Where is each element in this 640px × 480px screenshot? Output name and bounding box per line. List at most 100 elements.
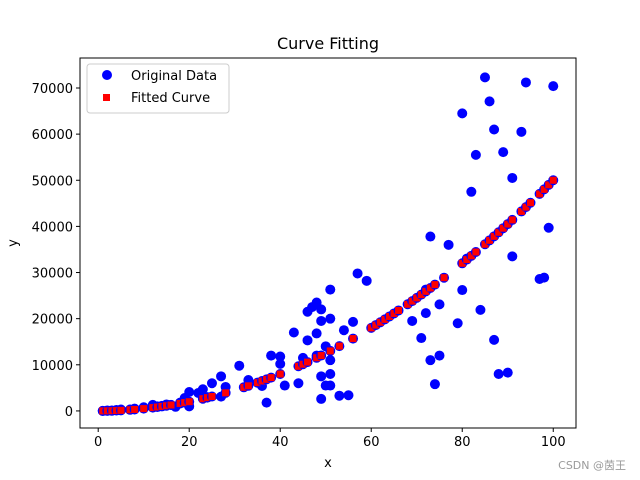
original-data-point (184, 387, 195, 398)
original-data-point (316, 393, 327, 404)
original-data-point (334, 390, 345, 401)
fitted-curve-point (385, 312, 393, 320)
original-data-point (316, 371, 327, 382)
original-data-point (316, 304, 327, 315)
fitted-curve-point (367, 324, 375, 332)
fitted-curve-point (304, 358, 312, 366)
original-data-point (493, 369, 504, 380)
original-data-point (425, 231, 436, 242)
y-tick-label: 30000 (32, 267, 73, 282)
fitted-curve-point (499, 224, 507, 232)
original-data-point (279, 380, 290, 391)
fitted-curve-point (326, 347, 334, 355)
fitted-curve-point (335, 342, 343, 350)
fitted-curve-point (495, 228, 503, 236)
original-data-point (457, 108, 468, 119)
fitted-curve-point (463, 256, 471, 264)
fitted-curve-point (372, 321, 380, 329)
plot-frame (79, 57, 577, 429)
fitted-curve-point (395, 306, 403, 314)
fitted-curve-point (404, 300, 412, 308)
original-data-point (548, 81, 559, 92)
original-data-point (475, 304, 486, 315)
original-data-point (498, 147, 509, 158)
original-data-point (275, 358, 286, 369)
x-tick-label: 80 (454, 435, 471, 450)
original-data-point (343, 390, 354, 401)
original-data-point (539, 272, 550, 283)
fitted-curve-point (381, 315, 389, 323)
original-data-point (266, 350, 277, 361)
fitted-curve-point (426, 284, 434, 292)
x-axis-label: x (324, 456, 332, 471)
fitted-curve-point (490, 232, 498, 240)
original-data-point (516, 126, 527, 137)
legend[interactable]: Original Data Fitted Curve (86, 63, 230, 114)
y-tick-label: 10000 (32, 359, 73, 374)
original-data-point (325, 355, 336, 366)
fitted-curve-point (440, 274, 448, 282)
original-data-point (484, 96, 495, 107)
original-data-point (407, 315, 418, 326)
fitted-curve-point (536, 190, 544, 198)
x-tick-label: 0 (94, 435, 102, 450)
fitted-curve-point (467, 252, 475, 260)
x-tick-label: 100 (541, 435, 566, 450)
original-data-point (302, 335, 313, 346)
fitted-curve-point (517, 207, 525, 215)
x-axis: 0 20 40 60 80 100 (94, 428, 566, 450)
original-data-point (206, 378, 217, 389)
original-data-point (507, 172, 518, 183)
y-tick-label: 20000 (32, 313, 73, 328)
y-tick-label: 70000 (32, 82, 73, 97)
original-data-point (293, 378, 304, 389)
original-data-point (489, 334, 500, 345)
original-data-point (520, 77, 531, 88)
fitted-curve-point (458, 259, 466, 267)
original-data-point (434, 299, 445, 310)
original-data-point (348, 316, 359, 327)
fitted-curve-point (208, 393, 216, 401)
fitted-curve-point (545, 181, 553, 189)
original-data-point (316, 315, 327, 326)
plot-area (79, 57, 577, 429)
fitted-curve-point (349, 335, 357, 343)
fitted-curve-point (390, 309, 398, 317)
y-tick-label: 40000 (32, 220, 73, 235)
original-data-point (507, 251, 518, 262)
x-tick-label: 40 (272, 435, 289, 450)
y-axis-label: y (6, 239, 21, 247)
fitted-curve-point (267, 374, 275, 382)
x-tick-label: 20 (181, 435, 198, 450)
x-tick-label: 60 (363, 435, 380, 450)
fitted-curve-point (131, 405, 139, 413)
fitted-curve-point (244, 382, 252, 390)
original-data-point (261, 397, 272, 408)
fitted-curve-point (549, 176, 557, 184)
y-tick-label: 60000 (32, 128, 73, 143)
original-data-point (325, 380, 336, 391)
original-data-point (443, 239, 454, 250)
original-data-point (352, 268, 363, 279)
original-data-point (543, 222, 554, 233)
original-data-point (489, 124, 500, 135)
fitted-curve-point (167, 401, 175, 409)
fitted-curve-point (422, 287, 430, 295)
fitted-curve-point (508, 216, 516, 224)
original-data-point (452, 318, 463, 329)
chart-title: Curve Fitting (277, 34, 379, 53)
original-data-point (311, 328, 322, 339)
fitted-curve-point (299, 360, 307, 368)
original-data-point (216, 371, 227, 382)
fitted-curve-point (222, 389, 230, 397)
original-data-point (325, 284, 336, 295)
original-data-point (234, 360, 245, 371)
data-layer (97, 72, 559, 416)
original-data-point (434, 350, 445, 361)
fitted-curve-point (481, 240, 489, 248)
fitted-curve-point (117, 406, 125, 414)
fitted-curve-point (522, 203, 530, 211)
fitted-curve-point (185, 398, 193, 406)
